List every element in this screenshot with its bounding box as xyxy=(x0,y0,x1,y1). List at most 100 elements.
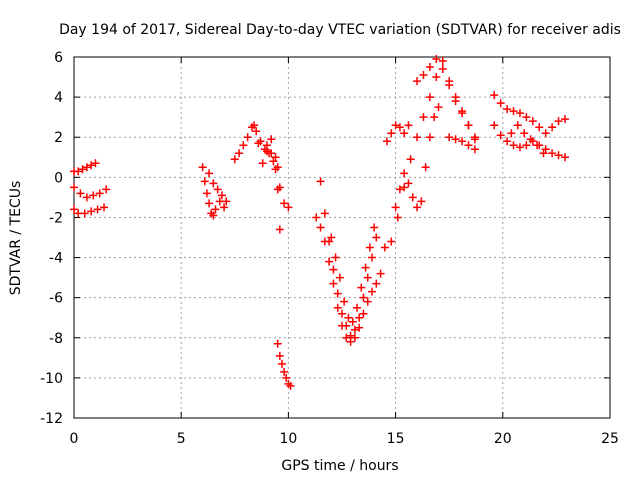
data-point xyxy=(316,223,325,232)
series-arc-l xyxy=(327,223,379,326)
data-point xyxy=(383,137,392,146)
data-point xyxy=(372,279,381,288)
y-tick-label: 4 xyxy=(54,90,63,106)
x-tick-label: 10 xyxy=(279,431,297,447)
data-point xyxy=(87,161,96,170)
y-tick-label: -6 xyxy=(49,291,63,307)
data-point xyxy=(340,297,349,306)
data-point xyxy=(560,153,569,162)
data-point xyxy=(198,163,207,172)
data-point xyxy=(95,189,104,198)
data-point xyxy=(458,109,467,118)
data-point xyxy=(275,351,284,360)
data-point xyxy=(425,133,434,142)
data-point xyxy=(372,233,381,242)
series-arc-o xyxy=(383,121,413,146)
x-axis-label: GPS time / hours xyxy=(281,458,398,474)
data-point xyxy=(70,183,78,192)
data-point xyxy=(222,197,231,206)
x-tick-label: 20 xyxy=(494,431,512,447)
data-point xyxy=(350,333,359,342)
data-point xyxy=(262,141,271,150)
data-point xyxy=(417,197,426,206)
chart-title: Day 194 of 2017, Sidereal Day-to-day VTE… xyxy=(59,22,621,38)
data-point xyxy=(380,243,389,252)
data-point xyxy=(91,159,100,168)
data-point xyxy=(395,185,404,194)
data-point xyxy=(284,203,293,212)
data-point xyxy=(327,233,336,242)
data-point xyxy=(235,149,244,158)
x-tick-label: 15 xyxy=(387,431,405,447)
data-point xyxy=(413,77,422,86)
data-point xyxy=(451,97,460,106)
series-arc-p xyxy=(413,55,479,144)
data-point xyxy=(275,225,284,234)
data-point xyxy=(419,113,428,122)
y-tick-label: 2 xyxy=(54,130,63,146)
data-point xyxy=(217,191,226,200)
data-point xyxy=(507,129,516,138)
series-arc-c xyxy=(70,203,109,218)
data-point xyxy=(425,93,434,102)
data-point xyxy=(528,117,537,126)
data-point xyxy=(406,155,415,164)
data-point xyxy=(271,153,280,162)
data-point xyxy=(421,163,430,172)
data-point xyxy=(490,121,499,130)
data-point xyxy=(80,209,89,218)
data-point xyxy=(391,203,400,212)
data-point xyxy=(89,191,98,200)
data-point xyxy=(548,123,557,132)
data-point xyxy=(269,157,278,166)
data-point xyxy=(200,177,209,186)
data-point xyxy=(363,297,372,306)
data-point xyxy=(316,177,325,186)
data-point xyxy=(432,73,441,82)
data-point xyxy=(541,145,550,154)
data-point xyxy=(243,133,252,142)
data-point xyxy=(361,263,370,272)
series-arc-b xyxy=(70,183,111,202)
y-tick-label: -2 xyxy=(49,210,63,226)
series-arc-n xyxy=(391,103,443,212)
data-point xyxy=(82,193,91,202)
data-point xyxy=(312,213,321,222)
data-point xyxy=(387,129,396,138)
series-arc-e xyxy=(205,169,231,206)
data-point xyxy=(76,189,85,198)
y-tick-label: -12 xyxy=(40,411,63,427)
series-arc-t xyxy=(507,121,548,158)
data-point xyxy=(470,135,479,144)
data-point xyxy=(359,293,368,302)
series-arc-q xyxy=(445,133,479,154)
data-point xyxy=(202,189,211,198)
data-point xyxy=(539,149,548,158)
data-point xyxy=(419,71,428,80)
data-point xyxy=(535,123,544,132)
data-point xyxy=(273,339,282,348)
series-arc-g xyxy=(250,121,284,234)
data-point xyxy=(239,141,248,150)
data-point xyxy=(513,121,522,130)
data-point xyxy=(282,373,291,382)
data-point xyxy=(391,121,400,130)
data-point xyxy=(526,135,535,144)
data-point xyxy=(400,129,409,138)
series-arc-i xyxy=(273,339,295,390)
data-point xyxy=(205,169,214,178)
data-point xyxy=(93,205,102,214)
data-point xyxy=(404,121,413,130)
data-point xyxy=(74,167,83,176)
data-point xyxy=(220,203,229,212)
data-point xyxy=(413,133,422,142)
data-point xyxy=(325,257,334,266)
data-point xyxy=(363,273,372,282)
data-point xyxy=(342,321,351,330)
series-arc-a xyxy=(70,159,100,176)
data-point xyxy=(400,183,409,192)
data-point xyxy=(280,367,289,376)
data-point xyxy=(254,139,263,148)
data-point xyxy=(522,141,531,150)
